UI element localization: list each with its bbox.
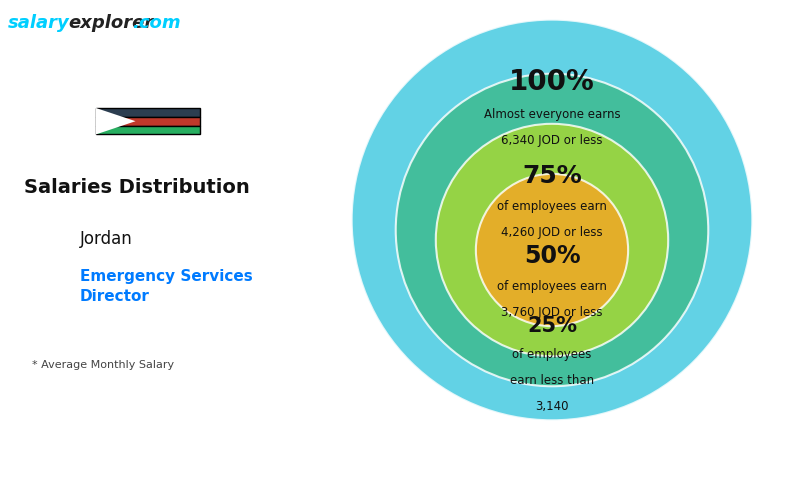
Text: explorer: explorer [68,14,154,33]
Text: 25%: 25% [527,316,577,336]
Text: of employees: of employees [512,348,592,361]
Ellipse shape [436,124,668,356]
Text: 4,260 JOD or less: 4,260 JOD or less [501,226,603,239]
Text: Jordan: Jordan [80,230,133,249]
Polygon shape [96,108,135,134]
Ellipse shape [396,74,708,386]
Text: 6,340 JOD or less: 6,340 JOD or less [502,134,602,147]
Text: of employees earn: of employees earn [497,280,607,293]
Text: Salaries Distribution: Salaries Distribution [24,178,250,197]
Text: 3,140: 3,140 [535,400,569,413]
Text: Almost everyone earns: Almost everyone earns [484,108,620,121]
FancyBboxPatch shape [96,126,200,134]
Text: 3,760 JOD or less: 3,760 JOD or less [502,306,602,319]
FancyBboxPatch shape [96,117,200,126]
Text: of employees earn: of employees earn [497,200,607,213]
Text: earn less than: earn less than [510,374,594,387]
Text: salary: salary [8,14,70,33]
Text: 100%: 100% [509,68,595,96]
Ellipse shape [476,174,628,326]
Text: * Average Monthly Salary: * Average Monthly Salary [32,360,174,370]
Text: .com: .com [132,14,181,33]
Ellipse shape [352,20,752,420]
Text: Emergency Services
Director: Emergency Services Director [80,269,253,304]
Text: 75%: 75% [522,164,582,188]
Text: 50%: 50% [524,244,580,268]
FancyBboxPatch shape [96,108,200,117]
